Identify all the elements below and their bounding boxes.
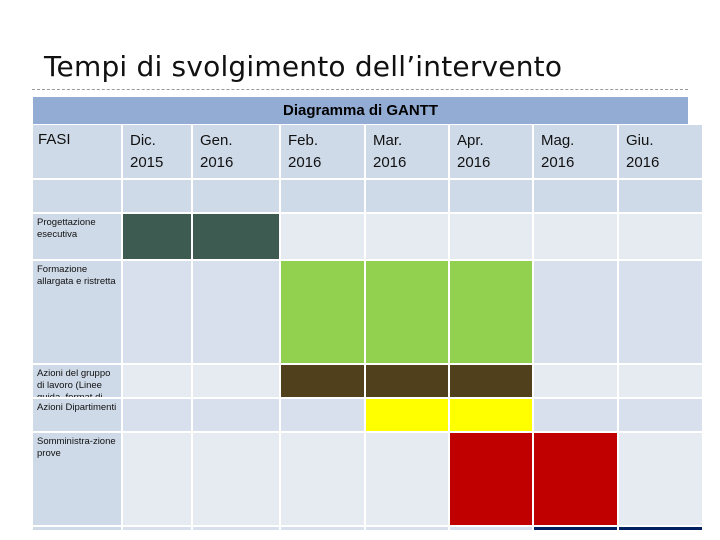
month-label: Giu. <box>626 132 654 149</box>
gantt-header: Diagramma di GANTT <box>33 97 688 124</box>
month-header-mar: Mar. 2016 <box>366 125 448 178</box>
gantt-bar-cell <box>450 365 532 397</box>
month-header-mag: Mag. 2016 <box>534 125 617 178</box>
month-header-giu: Giu. 2016 <box>619 125 702 178</box>
gantt-empty-cell <box>450 527 532 530</box>
gantt-spacer-cell <box>33 180 121 212</box>
gantt-empty-cell <box>281 214 364 259</box>
gantt-empty-cell <box>281 433 364 525</box>
gantt-empty-cell <box>193 365 279 397</box>
gantt-empty-cell <box>123 261 191 363</box>
month-year: 2016 <box>200 154 234 171</box>
gantt-spacer-cell <box>366 180 448 212</box>
month-year: 2016 <box>373 154 407 171</box>
gantt-bar-cell <box>450 399 532 431</box>
phase-label: Formazione allargata e ristretta <box>33 261 121 363</box>
month-label: Mag. <box>541 132 575 149</box>
month-year: 2016 <box>457 154 491 171</box>
gantt-empty-cell <box>193 433 279 525</box>
gantt-grid: FASI Dic. 2015 Gen. 2016 Feb. 2016 Mar. 2016… <box>33 125 702 530</box>
gantt-empty-cell <box>281 527 364 530</box>
gantt-empty-cell <box>619 261 702 363</box>
gantt-spacer-cell <box>281 180 364 212</box>
gantt-spacer-cell <box>193 180 279 212</box>
gantt-empty-cell <box>534 365 617 397</box>
phase-label: Lettura critico-interpretativa dei risul… <box>33 527 121 530</box>
gantt-empty-cell <box>450 214 532 259</box>
gantt-bar-cell <box>366 261 448 363</box>
gantt-empty-cell <box>619 365 702 397</box>
gantt-bar-cell <box>450 433 532 525</box>
gantt-bar-cell <box>619 527 702 530</box>
phase-label: Azioni del gruppo di lavoro (Linee guida… <box>33 365 121 397</box>
gantt-bar-cell <box>534 527 617 530</box>
phase-label: Azioni Dipartimenti <box>33 399 121 431</box>
month-label: Feb. <box>288 132 319 149</box>
month-year: 2015 <box>130 154 164 171</box>
gantt-empty-cell <box>193 527 279 530</box>
gantt-empty-cell <box>534 399 617 431</box>
month-header-feb: Feb. 2016 <box>281 125 364 178</box>
gantt-empty-cell <box>534 261 617 363</box>
slide-title: Tempi di svolgimento dell’intervento <box>44 50 563 83</box>
gantt-bar-cell <box>123 214 191 259</box>
gantt-empty-cell <box>123 365 191 397</box>
gantt-empty-cell <box>619 214 702 259</box>
gantt-empty-cell <box>123 527 191 530</box>
gantt-empty-cell <box>281 399 364 431</box>
gantt-empty-cell <box>534 214 617 259</box>
phase-label: Somministra-zione prove <box>33 433 121 525</box>
gantt-empty-cell <box>366 527 448 530</box>
month-label: Dic. <box>130 132 156 149</box>
gantt-bar-cell <box>193 214 279 259</box>
month-header-apr: Apr. 2016 <box>450 125 532 178</box>
gantt-bar-cell <box>281 365 364 397</box>
month-header-gen: Gen. 2016 <box>193 125 279 178</box>
month-header-dic: Dic. 2015 <box>123 125 191 178</box>
month-year: 2016 <box>626 154 660 171</box>
month-year: 2016 <box>541 154 575 171</box>
gantt-spacer-cell <box>123 180 191 212</box>
month-label: Gen. <box>200 132 233 149</box>
gantt-empty-cell <box>123 399 191 431</box>
gantt-empty-cell <box>619 433 702 525</box>
gantt-spacer-cell <box>534 180 617 212</box>
gantt-bar-cell <box>366 399 448 431</box>
phase-label: Progettazione esecutiva <box>33 214 121 259</box>
gantt-bar-cell <box>534 433 617 525</box>
gantt-empty-cell <box>366 214 448 259</box>
gantt-empty-cell <box>193 261 279 363</box>
month-label: Apr. <box>457 132 484 149</box>
gantt-bar-cell <box>366 365 448 397</box>
month-label: Mar. <box>373 132 403 149</box>
gantt-spacer-cell <box>450 180 532 212</box>
gantt-spacer-cell <box>619 180 702 212</box>
title-divider <box>32 89 688 90</box>
gantt-empty-cell <box>366 433 448 525</box>
gantt-empty-cell <box>619 399 702 431</box>
gantt-empty-cell <box>193 399 279 431</box>
phases-column-header: FASI <box>33 125 121 178</box>
gantt-bar-cell <box>281 261 364 363</box>
gantt-empty-cell <box>123 433 191 525</box>
gantt-bar-cell <box>450 261 532 363</box>
month-year: 2016 <box>288 154 322 171</box>
